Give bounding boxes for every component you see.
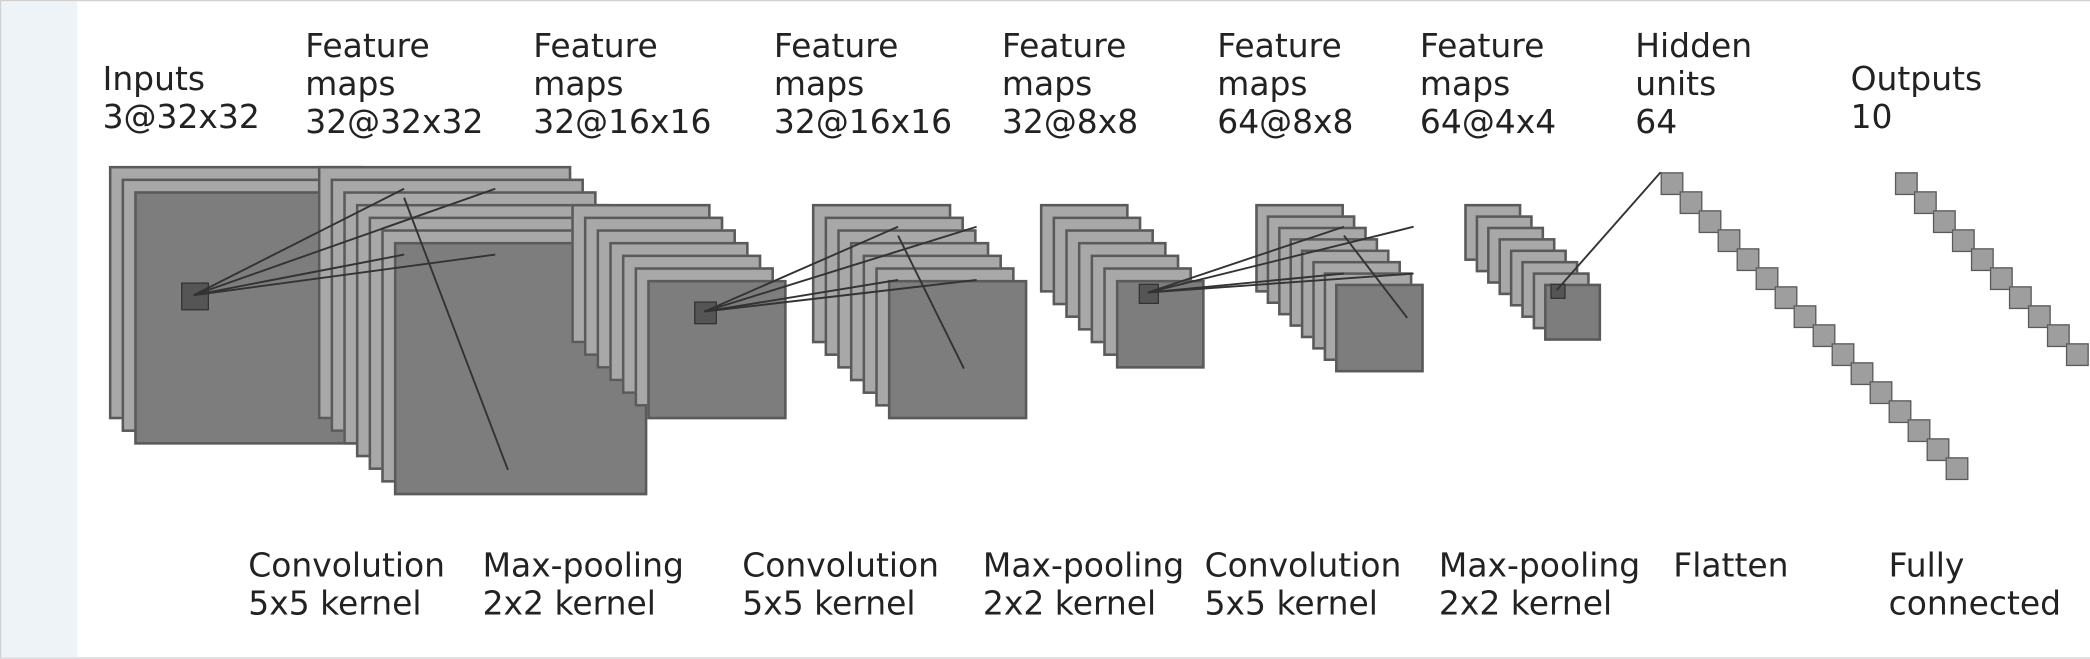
op-label-flatten: Flatten [1673, 548, 1788, 586]
op-label-conv3: Convolution5x5 kernel [1205, 548, 1402, 624]
op-label-conv1: Convolution5x5 kernel [248, 548, 445, 624]
layer-label-fmap1: Feature maps 32@32x32 [305, 29, 483, 143]
receptive-field-cube [181, 282, 209, 310]
receptive-field-cube [1550, 284, 1565, 299]
feature-map-plate [1335, 284, 1424, 373]
feature-map-plate [888, 280, 1027, 419]
receptive-field-cube [694, 301, 717, 324]
unit-cell [2066, 343, 2089, 366]
layer-label-fmap4: Feature maps 32@8x8 [1002, 29, 1138, 143]
feature-map-plate [1116, 280, 1205, 369]
layer-label-fmap6: Feature maps 64@4x4 [1420, 29, 1556, 143]
receptive-field-cube [1139, 284, 1159, 304]
layer-label-outputs: Outputs 10 [1851, 62, 1983, 138]
layer-label-fmap5: Feature maps 64@8x8 [1217, 29, 1353, 143]
op-label-pool2: Max-pooling2x2 kernel [983, 548, 1184, 624]
op-label-fc: Fullyconnected [1889, 548, 2061, 624]
layer-label-fmap3: Feature maps 32@16x16 [774, 29, 952, 143]
op-label-conv2: Convolution5x5 kernel [742, 548, 939, 624]
layer-label-hidden: Hidden units 64 [1635, 29, 1752, 143]
layer-label-fmap2: Feature maps 32@16x16 [533, 29, 711, 143]
cnn-architecture-diagram: Inputs 3@32x32 Feature maps 32@32x32 Fea… [0, 0, 2090, 659]
layer-label-inputs: Inputs 3@32x32 [103, 62, 260, 138]
op-label-pool1: Max-pooling2x2 kernel [483, 548, 684, 624]
unit-cell [1946, 457, 1969, 480]
page-margin-strip [1, 1, 77, 657]
op-label-pool3: Max-pooling2x2 kernel [1439, 548, 1640, 624]
